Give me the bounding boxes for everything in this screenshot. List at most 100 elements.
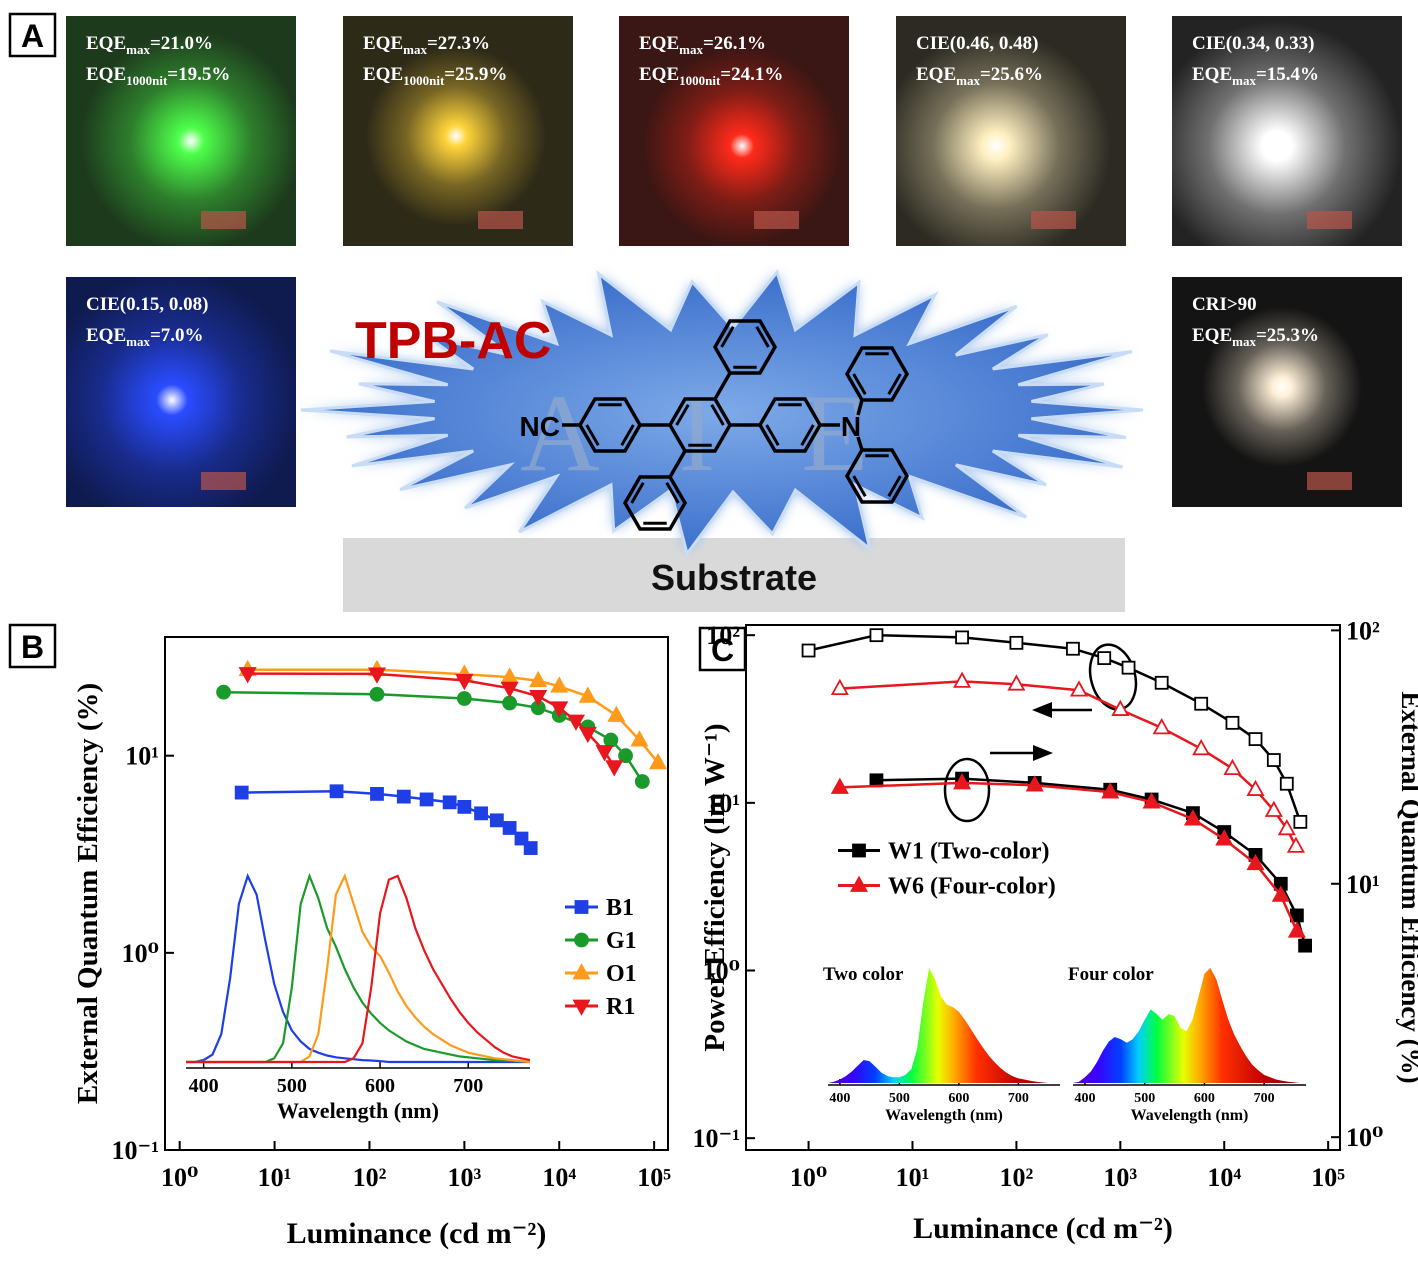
marker-circle <box>603 732 619 748</box>
caption-text: =21.0% <box>150 33 213 54</box>
y-tick-label: 10⁰ <box>122 939 159 968</box>
caption-text: EQE <box>86 64 126 85</box>
marker-triangle <box>1069 680 1088 697</box>
marker-triangle <box>849 875 869 892</box>
marker-square <box>1121 660 1136 675</box>
series-line <box>186 873 530 1064</box>
caption-text: CIE(0.34, 0.33) <box>1192 33 1314 54</box>
marker-square <box>442 795 457 810</box>
caption-text: =25.3% <box>1256 325 1319 346</box>
device-pins <box>1307 472 1352 490</box>
x-tick-label: 400 <box>189 1075 219 1097</box>
marker-triangle <box>1246 853 1265 871</box>
marker-triangle-down <box>500 681 519 699</box>
x-tick-label: 10² <box>353 1163 387 1192</box>
x-tick-label: 10⁰ <box>161 1163 198 1192</box>
marker-triangle <box>1101 782 1120 799</box>
caption-text: CIE(0.15, 0.08) <box>86 294 208 315</box>
y2-tick-label: 10⁰ <box>1346 1123 1383 1152</box>
x-tick-label: 10⁵ <box>637 1163 671 1192</box>
double-bond <box>852 373 867 396</box>
marker-triangle <box>1277 818 1296 836</box>
double-bond <box>630 481 645 504</box>
photo-caption: EQEmax=26.1% <box>639 33 766 57</box>
caption-subscript: max <box>403 42 427 57</box>
marker-square <box>1298 938 1313 953</box>
x-tick-label: 10³ <box>1103 1163 1137 1192</box>
x-tick-label: 400 <box>1074 1091 1095 1106</box>
caption-text: =7.0% <box>150 325 204 346</box>
marker-square <box>801 643 816 658</box>
double-bond <box>585 424 600 447</box>
benzene-ring <box>844 448 910 504</box>
inset-x-title: Wavelength (nm) <box>885 1107 1003 1124</box>
marker-triangle-down <box>566 714 585 731</box>
marker-triangle-down <box>605 760 624 777</box>
marker-triangle <box>830 777 849 794</box>
molecule-name: TPB-AC <box>355 312 551 370</box>
caption-text: EQE <box>1192 64 1232 85</box>
marker-triangle <box>1142 792 1161 809</box>
marker-square <box>370 787 384 801</box>
marker-square <box>574 900 589 914</box>
photo-caption: EQE1000nit=19.5% <box>86 64 230 88</box>
caption-text: =27.3% <box>427 33 490 54</box>
device-pins <box>201 472 246 490</box>
marker-square <box>1248 732 1263 746</box>
device-pins <box>754 211 799 229</box>
marker-triangle <box>1264 800 1283 817</box>
double-bond <box>665 481 680 504</box>
marker-square <box>1225 715 1240 730</box>
caption-subscript: max <box>126 334 150 349</box>
caption-text: EQE <box>639 64 679 85</box>
marker-circle <box>456 691 472 706</box>
x-tick-label: 10¹ <box>896 1163 930 1192</box>
bond <box>856 399 864 416</box>
device-pins <box>1307 211 1352 229</box>
double-bond <box>720 325 735 348</box>
photo-glow <box>343 16 573 246</box>
substrate <box>343 538 1125 612</box>
y-tick-label: 10⁰ <box>703 957 740 986</box>
marker-circle <box>216 684 231 700</box>
marker-square <box>502 821 517 835</box>
marker-circle <box>634 774 650 789</box>
marker-square <box>1266 753 1281 767</box>
caption-text: CIE(0.46, 0.48) <box>916 33 1038 54</box>
marker-triangle <box>1183 809 1202 826</box>
amine-label: N <box>841 411 861 442</box>
marker-triangle-down <box>595 745 614 762</box>
marker-square <box>1097 651 1112 665</box>
marker-triangle <box>1223 758 1242 776</box>
photo-glow <box>896 16 1126 246</box>
photo-glow <box>1172 277 1402 507</box>
marker-square <box>457 799 472 814</box>
caption-text: EQE <box>916 64 956 85</box>
marker-square <box>329 784 344 799</box>
marker-triangle <box>953 671 972 688</box>
photo-caption: CIE(0.34, 0.33) <box>1192 33 1314 54</box>
series-line <box>247 672 616 768</box>
device-pins <box>478 211 523 229</box>
double-bond <box>765 424 780 447</box>
caption-text: CRI>90 <box>1192 294 1257 315</box>
marker-square <box>234 785 249 800</box>
photo-caption: EQEmax=25.3% <box>1192 325 1319 349</box>
x-tick-label: 400 <box>829 1091 850 1106</box>
legend-label: R1 <box>606 994 635 1020</box>
marker-square <box>1293 814 1308 829</box>
marker-square <box>419 792 434 807</box>
photo-caption: CIE(0.15, 0.08) <box>86 294 208 315</box>
marker-square <box>1279 776 1294 791</box>
panel-label: B <box>21 629 44 665</box>
caption-subscript: max <box>679 42 703 57</box>
caption-text: EQE <box>86 325 126 346</box>
benzene-ring <box>622 475 688 531</box>
panel-label-box <box>8 12 57 58</box>
caption-text: =25.9% <box>444 64 507 85</box>
x-tick-label: 600 <box>948 1091 969 1106</box>
marker-square <box>852 843 866 858</box>
x-tick-label: 700 <box>1008 1091 1029 1106</box>
marker-triangle <box>550 676 569 693</box>
